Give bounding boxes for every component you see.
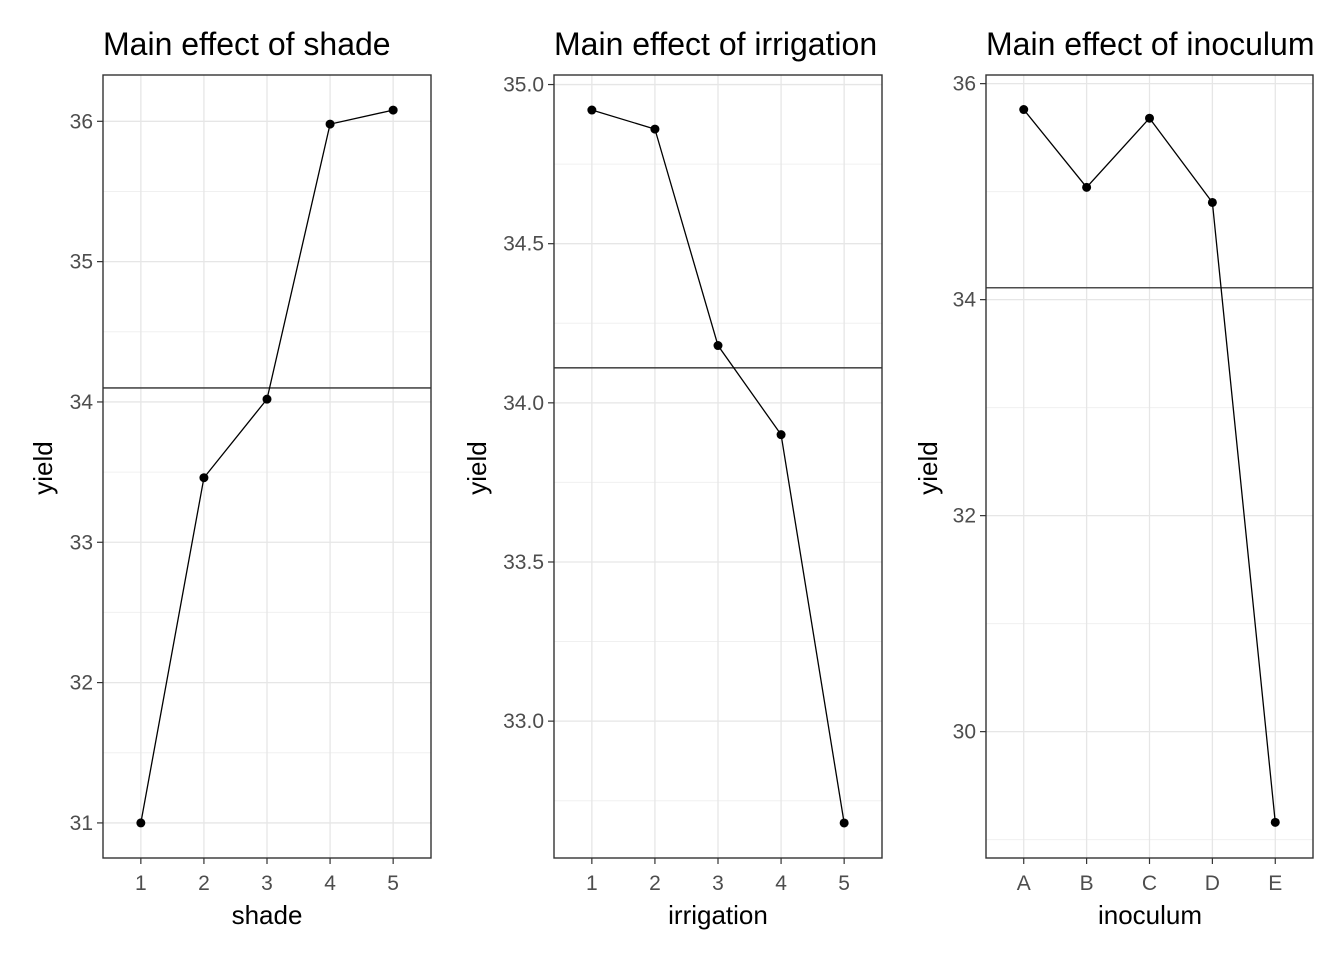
x-tick-label: 1 xyxy=(586,872,598,895)
y-axis-title: yield xyxy=(913,441,943,494)
y-tick-label: 34 xyxy=(953,289,977,312)
x-tick-label: 3 xyxy=(712,872,724,895)
y-tick-label: 30 xyxy=(953,721,976,744)
panel-border xyxy=(985,74,1314,859)
panel-border xyxy=(102,74,432,859)
x-tick-label: 5 xyxy=(387,872,399,895)
y-tick-label: 36 xyxy=(70,110,93,133)
x-axis-title: irrigation xyxy=(668,900,768,930)
data-point xyxy=(388,105,398,115)
panel-title: Main effect of inoculum xyxy=(986,26,1314,62)
data-point xyxy=(199,473,209,483)
data-point xyxy=(1145,113,1154,123)
x-tick-label: 3 xyxy=(261,872,273,895)
x-tick-label: 5 xyxy=(838,872,850,895)
y-tick-label: 32 xyxy=(953,505,976,528)
x-tick-label: C xyxy=(1142,872,1157,895)
y-tick-label: 36 xyxy=(953,73,976,96)
y-tick-label: 33.0 xyxy=(503,710,544,733)
y-tick-label: 33 xyxy=(70,531,93,554)
x-tick-label: B xyxy=(1080,872,1094,895)
x-tick-label: 4 xyxy=(775,872,787,895)
data-point xyxy=(1207,197,1217,207)
y-tick-label: 35 xyxy=(70,251,93,274)
x-tick-label: 1 xyxy=(135,872,147,895)
x-tick-label: A xyxy=(1017,872,1031,895)
y-axis-title: yield xyxy=(462,441,492,494)
data-point xyxy=(587,105,597,115)
data-point xyxy=(325,119,335,129)
panel-irrigation: Main effect of irrigation yield irrigati… xyxy=(462,26,883,930)
x-axis-title: inoculum xyxy=(1098,900,1202,930)
x-axis-title: shade xyxy=(232,900,303,930)
panel-title: Main effect of shade xyxy=(103,26,391,62)
data-point xyxy=(839,818,849,828)
y-tick-label: 34.5 xyxy=(503,233,544,256)
data-point xyxy=(1270,817,1280,827)
y-tick-label: 34.0 xyxy=(503,392,544,415)
data-point xyxy=(1082,182,1092,192)
y-tick-label: 33.5 xyxy=(503,551,544,574)
data-point xyxy=(1019,105,1029,115)
data-point xyxy=(262,394,272,404)
panel-border xyxy=(553,74,883,859)
x-tick-label: 2 xyxy=(198,872,210,895)
data-point xyxy=(713,341,723,351)
y-tick-label: 34 xyxy=(70,391,94,414)
x-tick-label: 4 xyxy=(324,872,336,895)
panel-shade: Main effect of shade yield shade 3132333… xyxy=(28,26,432,930)
data-point xyxy=(776,430,786,440)
data-point xyxy=(650,124,660,134)
data-point xyxy=(136,818,146,828)
x-tick-label: D xyxy=(1205,872,1220,895)
y-tick-label: 31 xyxy=(70,812,93,835)
panel-inoculum: Main effect of inoculum yield inoculum 3… xyxy=(913,26,1314,930)
x-tick-label: 2 xyxy=(649,872,661,895)
y-axis-title: yield xyxy=(28,441,58,494)
y-tick-label: 35.0 xyxy=(503,74,544,97)
panel-title: Main effect of irrigation xyxy=(554,26,877,62)
x-tick-label: E xyxy=(1268,872,1282,895)
y-tick-label: 32 xyxy=(70,672,93,695)
